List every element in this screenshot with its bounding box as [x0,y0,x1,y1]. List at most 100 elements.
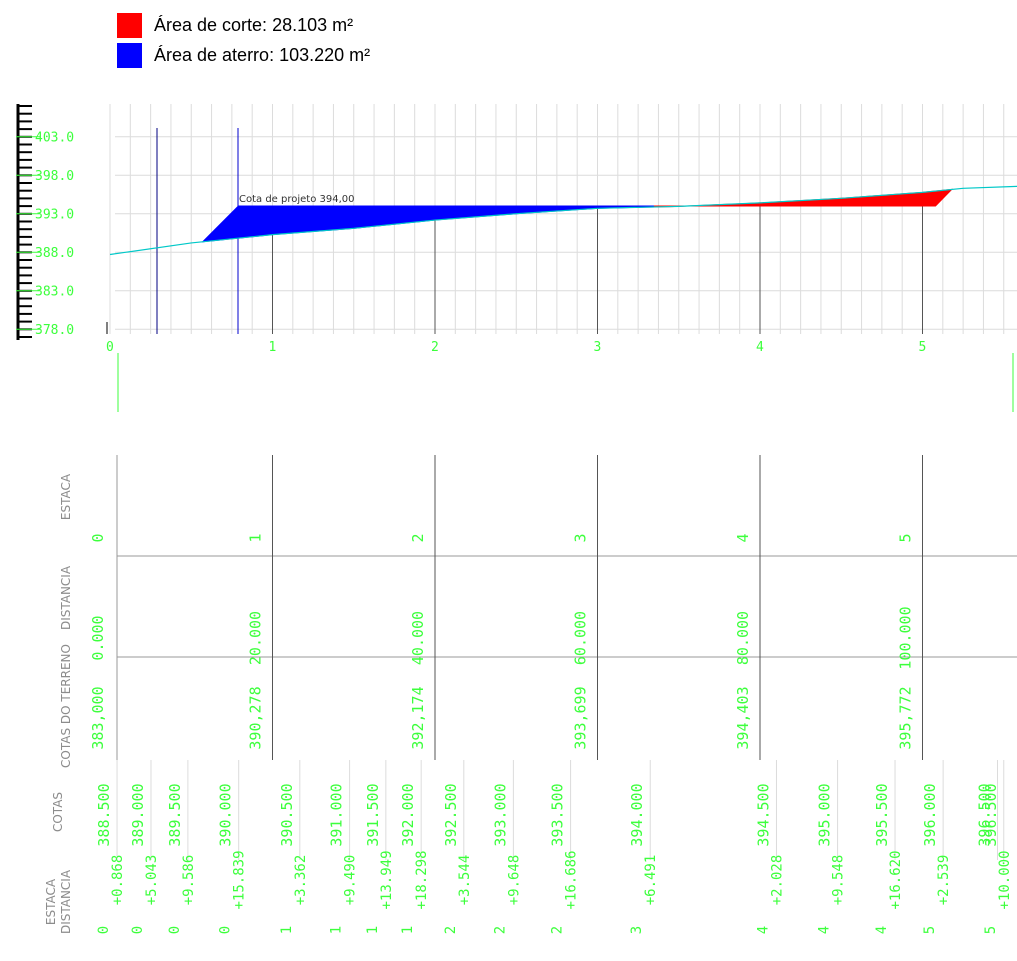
contour-estaca-cell: 2 [492,926,508,934]
row-label-estaca-lower: ESTACA [44,878,58,925]
row-label-cotas-terreno: COTAS DO TERRENO [59,644,73,768]
y-tick-label: 398.0 [35,169,74,184]
contour-cota-cell: 395.500 [873,783,891,846]
profile-grid [106,104,1017,334]
terrain-line [109,185,1017,256]
row-label-cotas: COTAS [51,792,65,832]
y-tick-label: 403.0 [35,131,74,146]
y-tick-label: 378.0 [35,323,74,338]
x-tick-label: 4 [756,340,764,355]
x-tick-label: 2 [431,340,439,355]
legend-fill-label: Área de aterro: 103.220 m² [154,44,371,65]
contour-estaca-cell: 4 [755,926,771,934]
contour-cota-cell: 396.000 [921,783,939,846]
contour-distance-cell: +16.620 [888,850,904,909]
contour-distance-cell: +3.362 [293,855,309,906]
contour-distance-cell: +9.648 [506,855,522,906]
estaca-cell: 1 [247,533,265,542]
distancia-cell: 80.000 [734,611,752,665]
cut-color-swatch [117,12,142,38]
contour-cota-cell: 394.500 [754,783,772,846]
contour-distance-cell: +2.028 [769,855,785,906]
contour-estaca-cell: 1 [365,926,381,934]
fill-area [201,205,655,243]
contour-distance-cell: +9.586 [181,855,197,906]
contour-distance-cell: +3.544 [457,855,473,906]
legend-item-cut: Área de corte: 28.103 m² [117,10,370,40]
row-label-distancia-lower: DISTANCIA [59,869,73,934]
contour-distance-cell: +5.043 [144,855,160,906]
contour-estaca-cell: 1 [279,926,295,934]
elevation-ruler: 403.0 398.0 393.0 388.0 383.0 378.0 [16,104,74,340]
contour-distance-cell: +13.949 [379,850,395,909]
distancia-cell: 100.000 [897,606,915,669]
contour-estaca-cell: 3 [629,926,645,934]
contour-estaca-cell: 4 [874,926,890,934]
cota-terreno-cell: 383,000 [89,686,107,749]
contour-cota-cell: 388.500 [95,783,113,846]
contour-cota-cell: 395.000 [816,783,834,846]
estaca-cell: 4 [734,533,752,542]
row-label-distancia: DISTANCIA [59,565,73,630]
contour-estaca-cell: 0 [130,926,146,934]
cota-terreno-cell: 392,174 [409,686,427,749]
contour-estaca-cell: 5 [983,926,999,934]
legend-item-fill: Área de aterro: 103.220 m² [117,40,370,70]
y-tick-label: 383.0 [35,285,74,300]
contour-estaca-cell: 0 [167,926,183,934]
x-tick-label: 0 [106,340,114,355]
cota-terreno-cell: 394,403 [734,686,752,749]
contour-distance-cell: +9.548 [831,855,847,906]
terrain-profile [109,185,1017,256]
contour-cota-cell: 394.000 [628,783,646,846]
distancia-cell: 20.000 [247,611,265,665]
estaca-cell: 5 [897,533,915,542]
contour-cota-cell: 390.000 [217,783,235,846]
estaca-cell: 3 [572,533,590,542]
legend-cut-label: Área de corte: 28.103 m² [154,14,354,35]
cota-terreno-cell: 393,699 [572,686,590,749]
contour-distance-cell: +0.868 [110,855,126,906]
x-tick-label: 1 [269,340,277,355]
fill-color-swatch [117,42,142,68]
cota-terreno-cell: 395,772 [897,686,915,749]
contour-distance-cell: +16.686 [564,850,580,909]
contour-estaca-cell: 1 [400,926,416,934]
contour-cota-cell: 391.500 [364,783,382,846]
contour-distance-cell: +10.000 [997,850,1013,909]
contour-cota-cell: 389.500 [166,783,184,846]
contour-cota-cell: 391.000 [328,783,346,846]
distancia-cell: 40.000 [409,611,427,665]
contour-distance-cell: +18.298 [414,850,430,909]
distancia-cell: 0.000 [89,615,107,660]
contour-distance-cell: +15.839 [232,850,248,909]
contour-cota-cell: 390.500 [278,783,296,846]
x-tick-label: 5 [919,340,927,355]
profile-labels: 0 1 2 3 4 5 Cota de projeto 394,00 [106,194,926,355]
contour-distance-cell: +9.490 [343,855,359,906]
y-tick-label: 388.0 [35,246,74,261]
legend: Área de corte: 28.103 m² Área de aterro:… [117,10,370,70]
distancia-cell: 60.000 [572,611,590,665]
contour-cota-cell: 392.000 [399,783,417,846]
cota-terreno-cell: 390,278 [247,686,265,749]
contour-cota-cell: 393.000 [491,783,509,846]
contour-estaca-cell: 2 [443,926,459,934]
estaca-cell: 2 [409,533,427,542]
design-elevation-annotation: Cota de projeto 394,00 [239,194,355,205]
estaca-cell: 0 [89,533,107,542]
y-tick-label: 393.0 [35,208,74,223]
contour-cota-cell: 389.000 [129,783,147,846]
contour-cota-cell: 396.500 [982,783,1000,846]
contour-estaca-cell: 0 [218,926,234,934]
row-label-estaca: ESTACA [59,473,73,520]
contour-cota-cell: 392.500 [442,783,460,846]
contour-estaca-cell: 5 [922,926,938,934]
contour-distance-cell: +6.491 [643,855,659,906]
contour-cota-cell: 393.500 [549,783,567,846]
contour-estaca-cell: 4 [817,926,833,934]
contour-estaca-cell: 1 [329,926,345,934]
contour-estaca-cell: 0 [96,926,112,934]
